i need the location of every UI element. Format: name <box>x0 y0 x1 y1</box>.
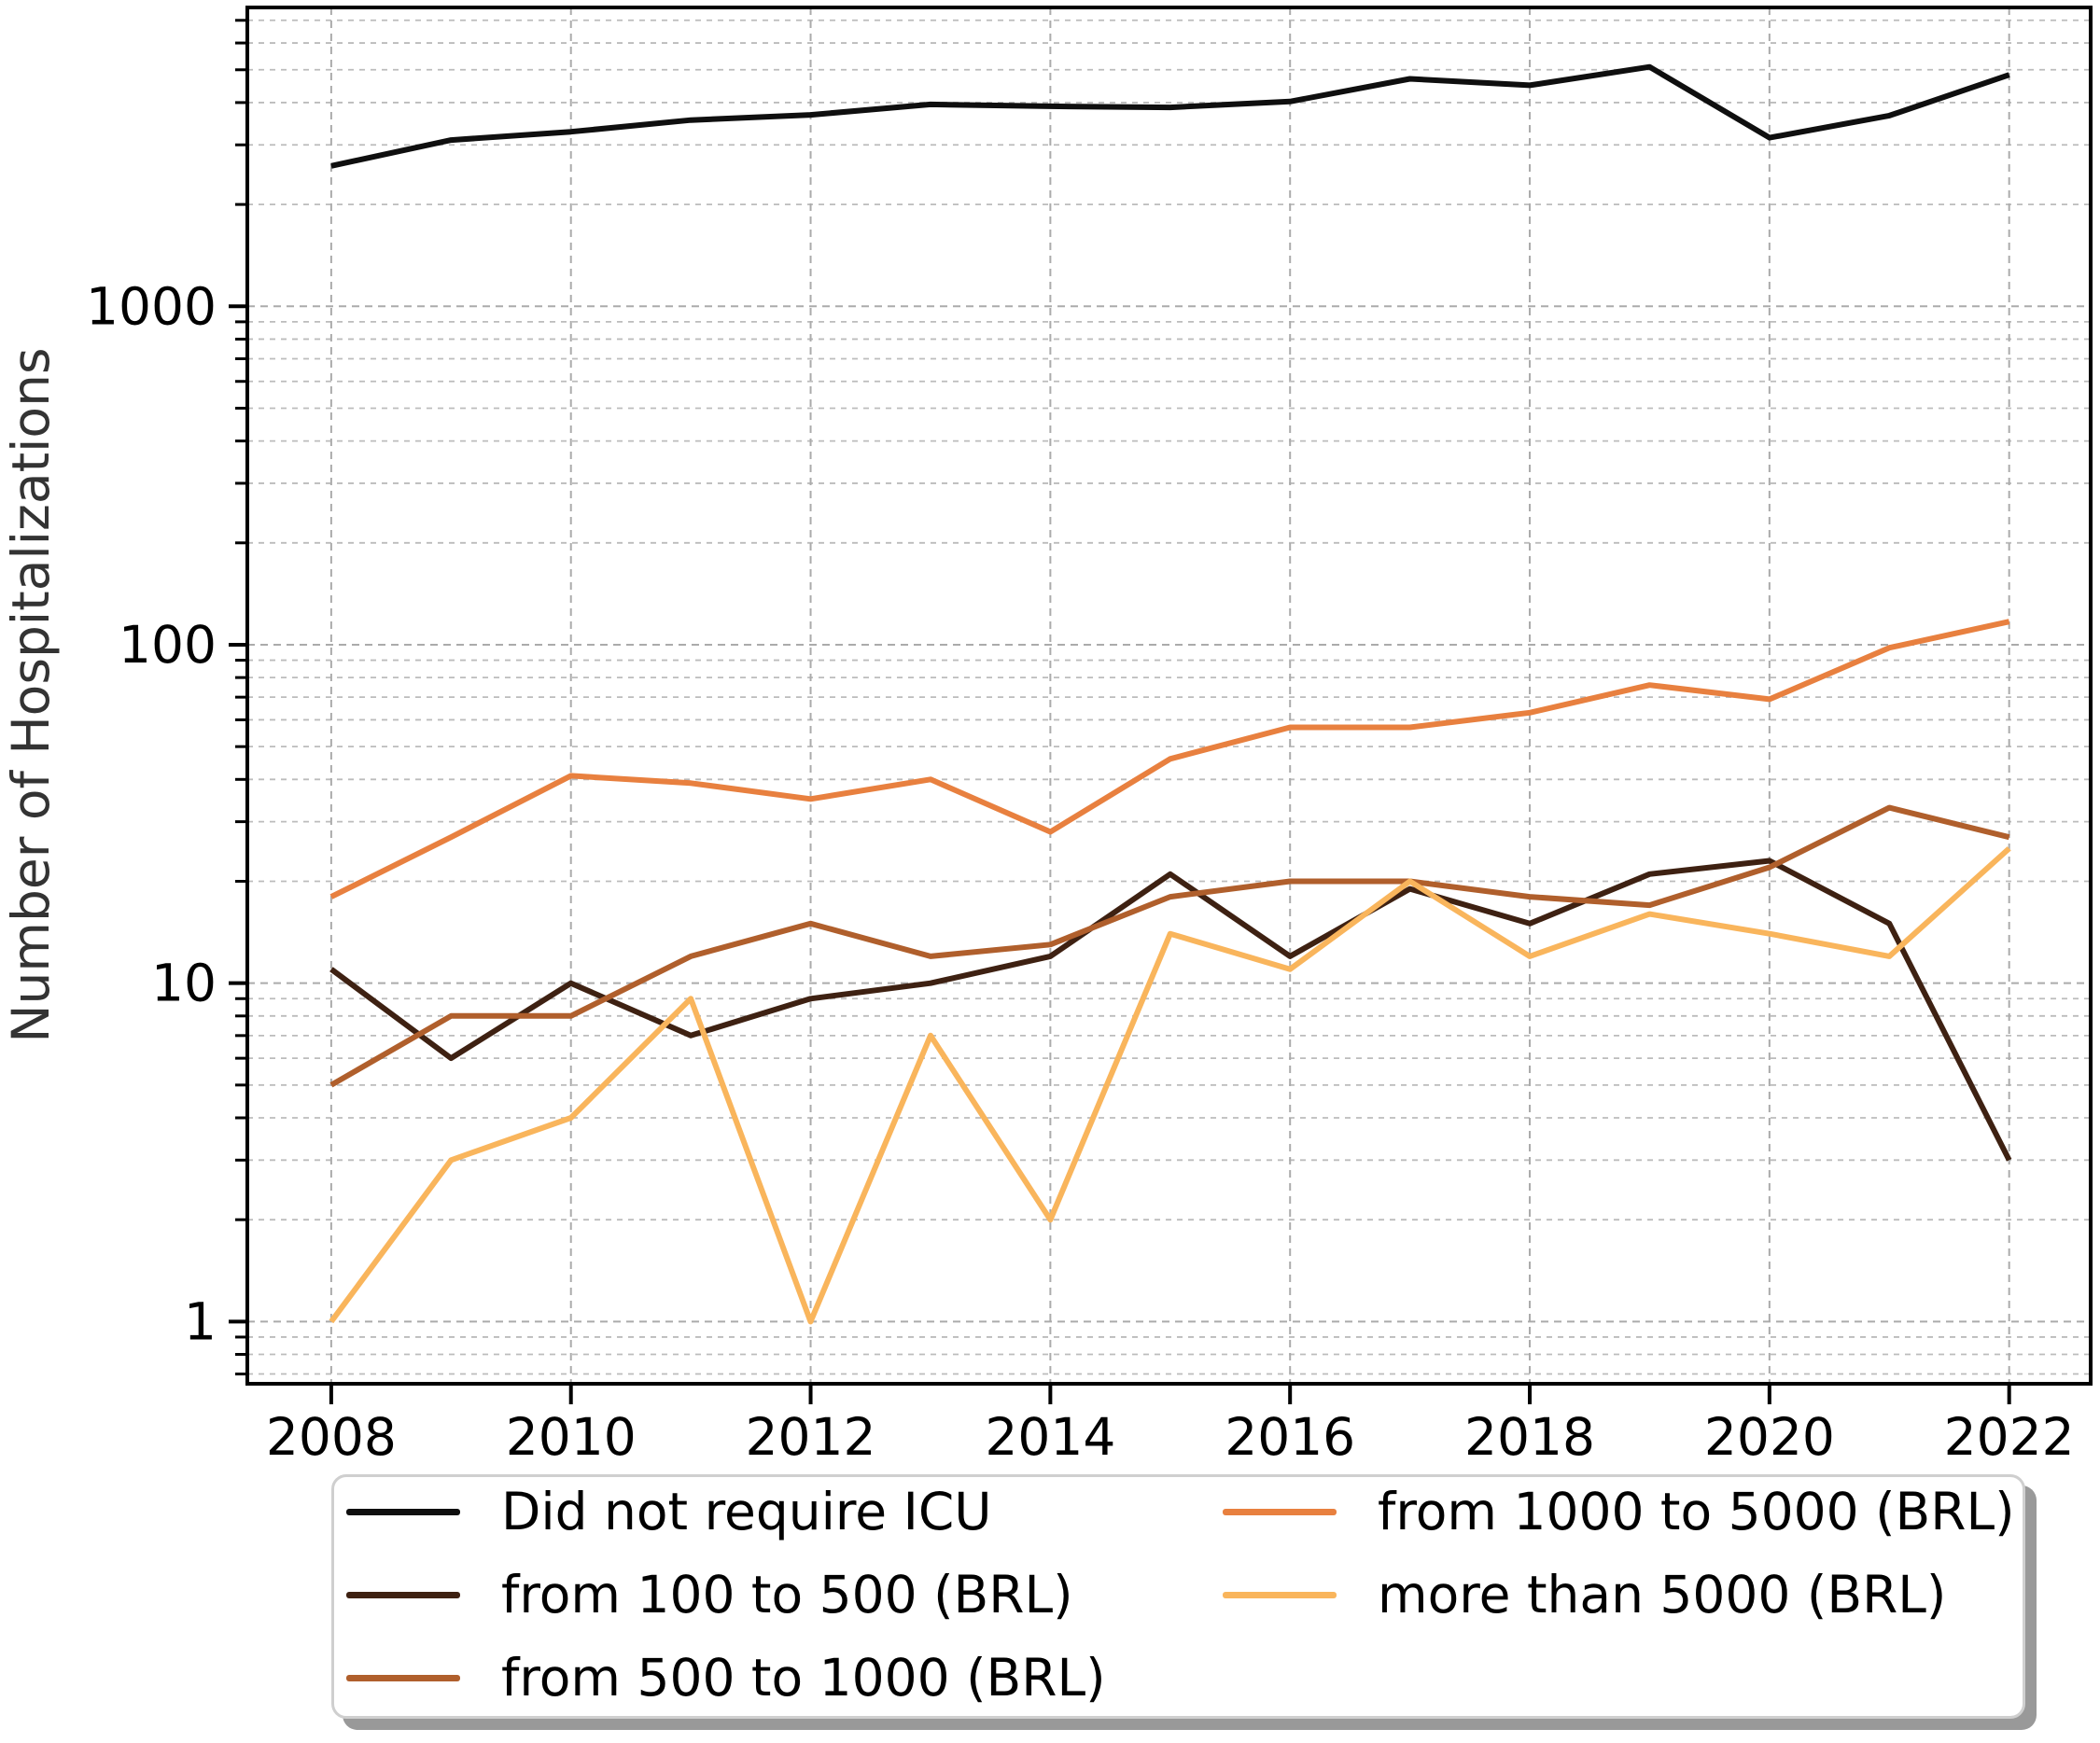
legend-item-more-than-5000: more than 5000 (BRL) <box>1223 1562 1946 1627</box>
y-tick-label: 1000 <box>86 276 217 336</box>
series-line-from-500-to-1000-brl- <box>329 804 2010 1088</box>
legend-label: Did not require ICU <box>501 1482 992 1541</box>
axis-ticks <box>229 19 2011 1404</box>
y-tick-label: 1 <box>184 1291 217 1351</box>
y-axis-tick-labels: 1 10 100 1000 <box>86 276 217 1351</box>
x-tick-label: 2010 <box>506 1407 637 1467</box>
x-tick-label: 2008 <box>266 1407 397 1467</box>
major-gridlines <box>247 7 2091 1384</box>
legend-line-swatch-light-orange <box>1223 1591 1337 1598</box>
legend: Did not require ICU from 100 to 500 (BRL… <box>331 1474 2025 1719</box>
legend-line-swatch-brown <box>346 1674 460 1681</box>
x-tick-label: 2016 <box>1225 1407 1355 1467</box>
legend-item-did-not-require-icu: Did not require ICU <box>346 1479 991 1544</box>
x-tick-label: 2018 <box>1464 1407 1595 1467</box>
plot-border <box>245 6 2093 1386</box>
legend-item-from-100-to-500: from 100 to 500 (BRL) <box>346 1562 1073 1627</box>
series-line-from-1000-to-5000-brl- <box>329 619 2010 899</box>
data-series-lines <box>329 63 2012 1325</box>
minor-gridlines <box>247 19 2091 1375</box>
y-tick-label: 10 <box>151 954 217 1013</box>
series-line-did-not-require-icu <box>330 63 2010 169</box>
legend-label: more than 5000 (BRL) <box>1378 1565 1947 1624</box>
legend-line-swatch-black <box>346 1508 460 1515</box>
legend-line-swatch-orange <box>1223 1508 1337 1515</box>
y-tick-label: 100 <box>119 615 217 675</box>
legend-label: from 500 to 1000 (BRL) <box>501 1648 1106 1708</box>
legend-line-swatch-dark-brown <box>346 1591 460 1598</box>
x-tick-label: 2014 <box>985 1407 1115 1467</box>
legend-item-from-500-to-1000: from 500 to 1000 (BRL) <box>346 1645 1106 1710</box>
y-axis-title: Number of Hospitalizations <box>1 347 61 1042</box>
legend-label: from 100 to 500 (BRL) <box>501 1565 1073 1624</box>
x-tick-label: 2022 <box>1944 1407 2075 1467</box>
series-line-more-than-5000-brl- <box>329 846 2011 1325</box>
legend-item-from-1000-to-5000: from 1000 to 5000 (BRL) <box>1223 1479 2015 1544</box>
x-tick-label: 2012 <box>746 1407 876 1467</box>
x-axis-tick-labels: 2008 2010 2012 2014 2016 2018 2020 2022 <box>266 1407 2075 1467</box>
series-line-from-100-to-500-brl- <box>329 858 2012 1162</box>
legend-label: from 1000 to 5000 (BRL) <box>1378 1482 2015 1541</box>
x-tick-label: 2020 <box>1704 1407 1835 1467</box>
